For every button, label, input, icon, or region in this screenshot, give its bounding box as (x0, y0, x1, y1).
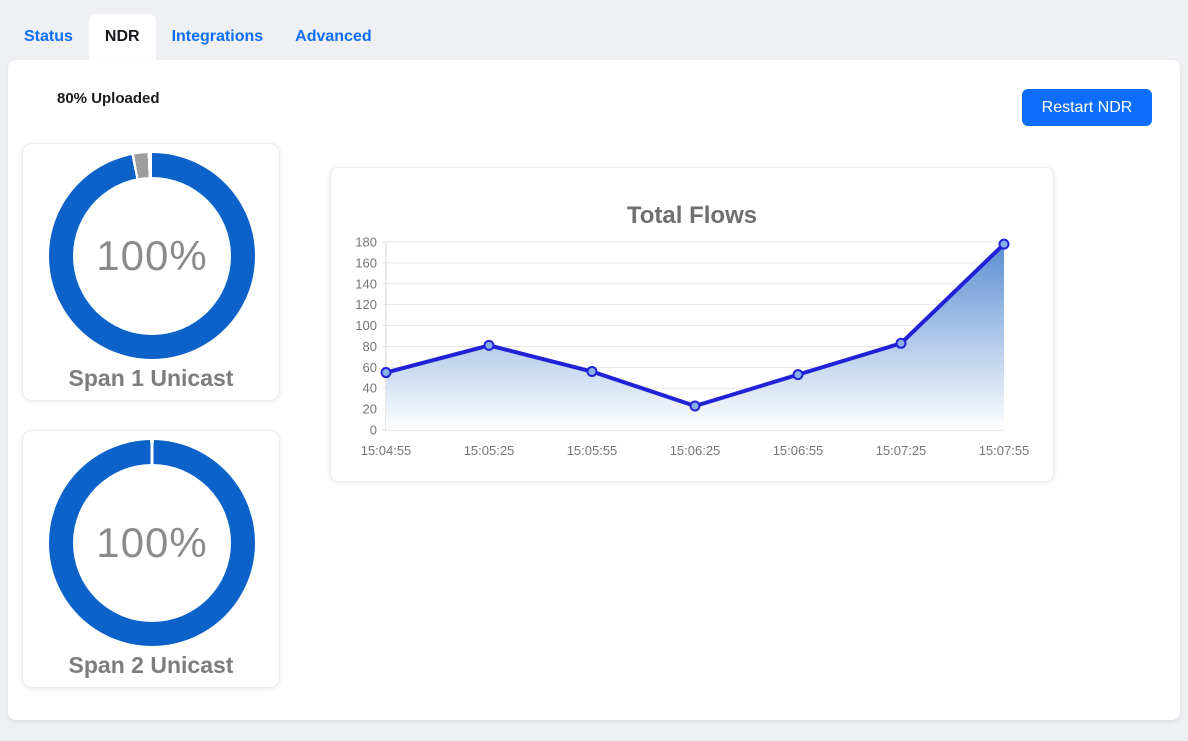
svg-text:15:04:55: 15:04:55 (361, 443, 412, 458)
span1-percent-value: 100% (96, 232, 208, 279)
svg-text:140: 140 (355, 276, 377, 291)
span2-donut-gauge: 100% (49, 440, 255, 646)
tab-integrations[interactable]: Integrations (171, 28, 264, 45)
chart-title: Total Flows (626, 202, 758, 229)
svg-text:40: 40 (363, 381, 377, 396)
tab-status[interactable]: Status (24, 28, 73, 45)
svg-text:100: 100 (355, 318, 377, 333)
svg-text:160: 160 (355, 255, 377, 270)
span1-unicast-card: 100% Span 1 Unicast (22, 143, 280, 401)
span1-card-label: Span 1 Unicast (68, 365, 234, 391)
svg-text:0: 0 (370, 423, 377, 438)
upload-status-text: 80% Uploaded (57, 90, 160, 107)
svg-text:15:05:55: 15:05:55 (567, 443, 618, 458)
svg-text:180: 180 (355, 235, 377, 250)
svg-text:15:07:55: 15:07:55 (979, 443, 1030, 458)
restart-ndr-button[interactable]: Restart NDR (1022, 89, 1152, 126)
tab-bar: Status NDR Integrations Advanced (8, 14, 388, 60)
span2-donut-hole: 100% (73, 464, 231, 622)
svg-text:15:05:25: 15:05:25 (464, 443, 515, 458)
svg-text:20: 20 (363, 402, 377, 417)
svg-text:15:06:25: 15:06:25 (670, 443, 721, 458)
ndr-tab-panel: 80% Uploaded Restart NDR 100% Span 1 Uni… (8, 60, 1180, 720)
span1-donut-hole: 100% (73, 177, 231, 335)
span2-unicast-card: 100% Span 2 Unicast (22, 430, 280, 688)
svg-text:80: 80 (363, 339, 377, 354)
total-flows-card: 0 20 40 60 80 100 120 140 160 180 15:04:55 15:05:25… (330, 167, 1054, 482)
svg-text:120: 120 (355, 297, 377, 312)
tab-advanced[interactable]: Advanced (295, 28, 372, 45)
span2-card-label: Span 2 Unicast (68, 652, 234, 678)
svg-text:15:06:55: 15:06:55 (773, 443, 824, 458)
span1-donut-gauge: 100% (49, 153, 255, 359)
span2-percent-value: 100% (96, 519, 208, 566)
svg-text:60: 60 (363, 360, 377, 375)
tab-ndr[interactable]: NDR (88, 14, 156, 60)
total-flows-chart: 0 20 40 60 80 100 120 140 160 180 15:04:55 15:05:25… (355, 235, 1030, 459)
svg-text:15:07:25: 15:07:25 (876, 443, 927, 458)
